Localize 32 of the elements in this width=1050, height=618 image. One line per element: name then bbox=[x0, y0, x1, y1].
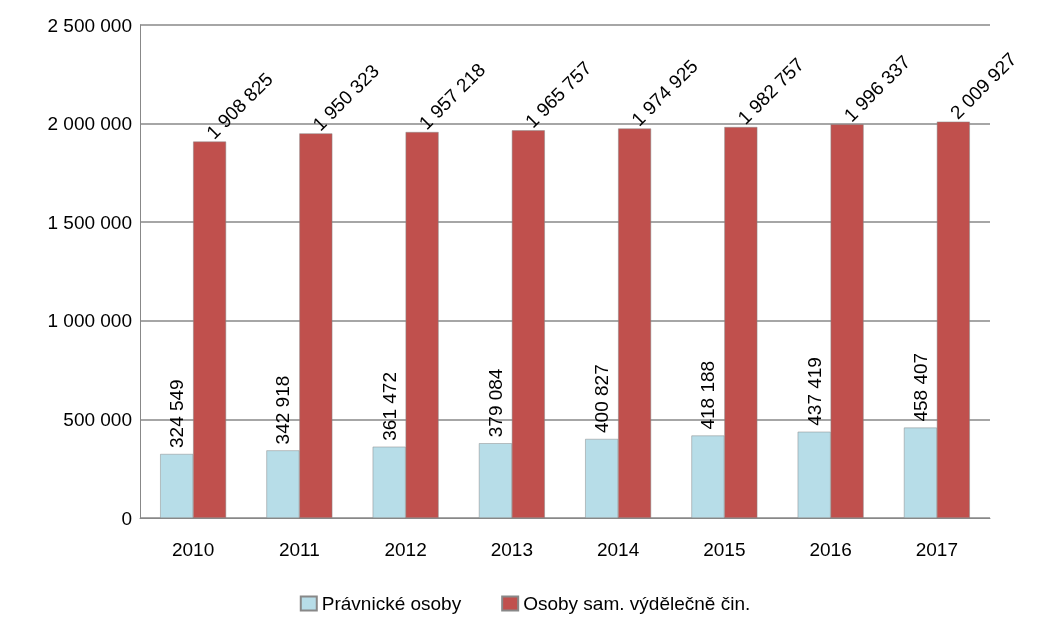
data-label: 1 965 757 bbox=[520, 57, 596, 132]
x-tick-label: 2015 bbox=[703, 539, 746, 560]
x-tick-label: 2012 bbox=[384, 539, 427, 560]
data-label: 2 009 927 bbox=[945, 48, 1021, 124]
data-label: 418 188 bbox=[697, 360, 719, 430]
data-label: 1 982 757 bbox=[733, 53, 808, 129]
data-label: 324 549 bbox=[166, 379, 188, 448]
x-tick-label: 2017 bbox=[915, 539, 959, 560]
y-tick-label: 1 000 000 bbox=[47, 310, 132, 332]
y-tick-label: 0 bbox=[121, 507, 132, 529]
x-tick-label: 2013 bbox=[490, 539, 534, 560]
y-tick-label: 2 000 000 bbox=[47, 113, 132, 135]
data-label: 400 827 bbox=[591, 364, 613, 433]
data-label: 361 472 bbox=[378, 372, 400, 441]
data-label: 458 407 bbox=[909, 352, 931, 422]
x-tick-label: 2010 bbox=[171, 539, 215, 560]
data-label: 1 996 337 bbox=[839, 51, 915, 126]
data-label: 379 084 bbox=[484, 368, 506, 438]
data-label: 1 957 218 bbox=[414, 58, 490, 134]
y-tick-label: 2 500 000 bbox=[47, 14, 132, 36]
data-label: 437 419 bbox=[803, 357, 825, 426]
data-label: 1 974 925 bbox=[627, 55, 702, 130]
legend-label: Právnické osoby bbox=[321, 593, 462, 614]
x-tick-label: 2011 bbox=[278, 539, 320, 560]
y-tick-label: 1 500 000 bbox=[47, 211, 132, 233]
data-label: 342 918 bbox=[272, 375, 294, 445]
data-label: 1 908 825 bbox=[202, 68, 277, 143]
legend-label: Osoby sam. výdělečně čin. bbox=[523, 593, 751, 614]
x-tick-label: 2016 bbox=[809, 539, 852, 560]
y-tick-label: 500 000 bbox=[63, 408, 132, 430]
x-tick-label: 2014 bbox=[596, 539, 640, 560]
data-label: 1 950 323 bbox=[308, 60, 383, 135]
